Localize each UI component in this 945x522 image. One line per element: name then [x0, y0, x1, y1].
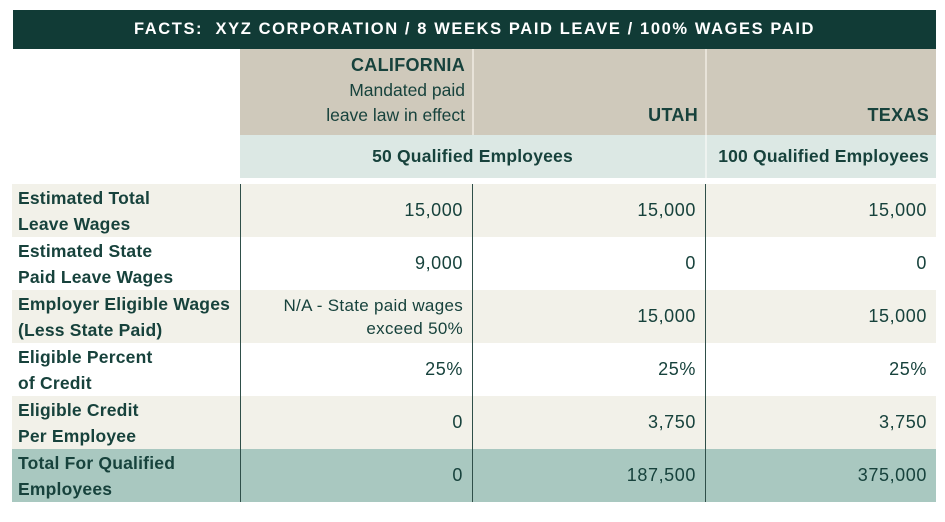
column-header-texas: TEXAS: [705, 49, 936, 135]
row-label: Estimated Total Leave Wages: [18, 187, 151, 234]
table-row-eligible-percent-of-credit: Eligible Percent of Credit 25% 25% 25%: [12, 343, 936, 396]
utah-value: 15,000: [472, 290, 705, 343]
california-label: CALIFORNIA: [351, 55, 465, 75]
subheader-100-qualified: 100 Qualified Employees: [705, 135, 936, 178]
california-value: 25%: [240, 343, 472, 396]
row-label: Estimated State Paid Leave Wages: [18, 240, 174, 287]
table-row-total-for-qualified-employees: Total For Qualified Employees 0 187,500 …: [12, 449, 936, 502]
table-row-estimated-total-leave-wages: Estimated Total Leave Wages 15,000 15,00…: [12, 184, 936, 237]
utah-value: 15,000: [472, 184, 705, 237]
facts-table-body: Estimated Total Leave Wages 15,000 15,00…: [12, 184, 936, 502]
california-note-line1: Mandated paid: [349, 80, 465, 100]
utah-total-value: 187,500: [472, 449, 705, 502]
utah-label: UTAH: [648, 105, 698, 125]
row-label: Eligible Percent of Credit: [18, 346, 153, 393]
title-bar: FACTS: XYZ CORPORATION / 8 WEEKS PAID LE…: [13, 10, 936, 49]
title-text: FACTS: XYZ CORPORATION / 8 WEEKS PAID LE…: [133, 20, 816, 38]
utah-value: 25%: [472, 343, 705, 396]
california-value: 15,000: [240, 184, 472, 237]
subheader-50-qualified: 50 Qualified Employees: [372, 146, 573, 166]
california-total-value: 0: [240, 449, 472, 502]
texas-value: 15,000: [705, 290, 936, 343]
table-row-eligible-credit-per-employee: Eligible Credit Per Employee 0 3,750 3,7…: [12, 396, 936, 449]
california-value: 0: [240, 396, 472, 449]
row-label: Eligible Credit Per Employee: [18, 399, 139, 446]
california-value: 9,000: [240, 237, 472, 290]
texas-label: TEXAS: [867, 105, 929, 125]
state-column-headers: CALIFORNIA Mandated paid leave law in ef…: [240, 49, 936, 135]
texas-total-value: 375,000: [705, 449, 936, 502]
texas-value: 3,750: [705, 396, 936, 449]
column-header-california: CALIFORNIA Mandated paid leave law in ef…: [240, 49, 472, 135]
row-label: Total For Qualified Employees: [18, 452, 176, 499]
utah-value: 3,750: [472, 396, 705, 449]
texas-value: 25%: [705, 343, 936, 396]
table-row-estimated-state-paid-leave-wages: Estimated State Paid Leave Wages 9,000 0…: [12, 237, 936, 290]
texas-value: 15,000: [705, 184, 936, 237]
utah-value: 0: [472, 237, 705, 290]
texas-value: 0: [705, 237, 936, 290]
row-label: Employer Eligible Wages (Less State Paid…: [18, 293, 231, 340]
column-header-utah: UTAH: [472, 49, 705, 135]
qualified-employees-subheader: 50 Qualified Employees 100 Qualified Emp…: [240, 135, 936, 178]
table-row-employer-eligible-wages: Employer Eligible Wages (Less State Paid…: [12, 290, 936, 343]
california-value: N/A - State paid wages exceed 50%: [240, 290, 472, 343]
california-note-line2: leave law in effect: [326, 105, 465, 125]
